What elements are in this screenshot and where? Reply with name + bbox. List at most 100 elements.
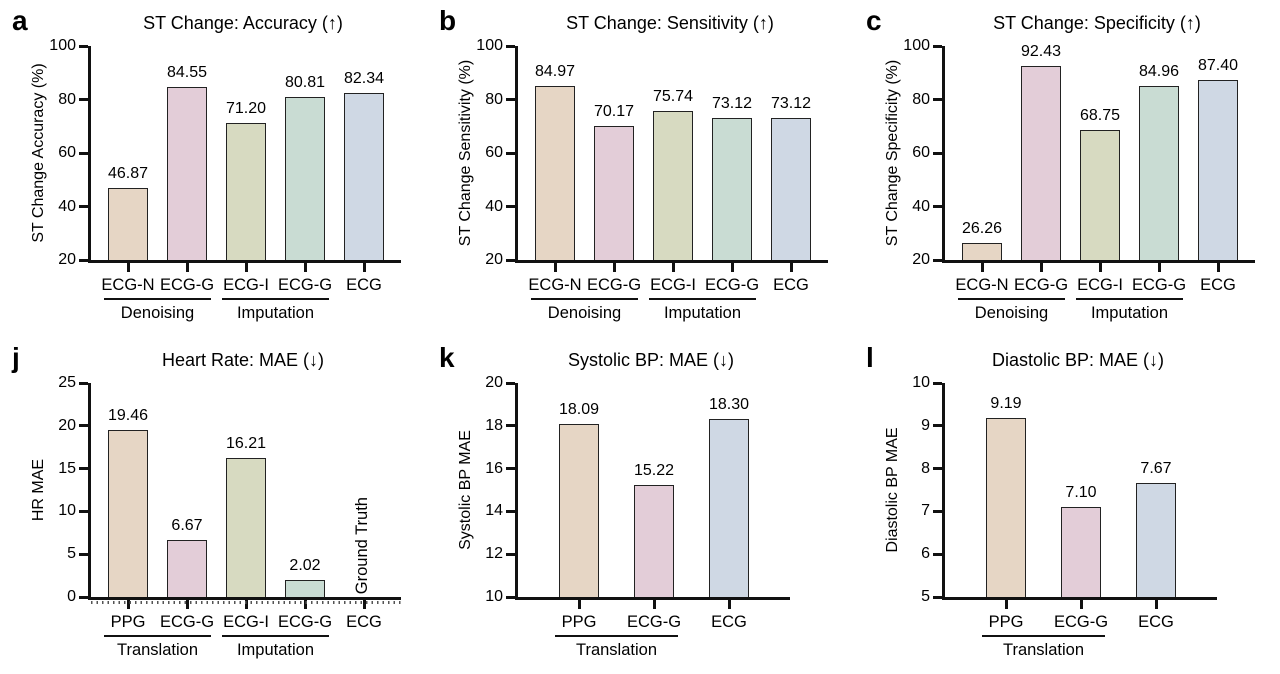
bar-ecg-n xyxy=(535,86,575,260)
y-tick xyxy=(933,595,942,599)
x-category-label: ECG-I xyxy=(223,276,269,294)
x-tick xyxy=(362,260,366,272)
panel-title: Diastolic BP: MAE (↓) xyxy=(991,350,1165,370)
group-underline xyxy=(531,298,638,300)
group-label: Translation xyxy=(575,641,657,659)
x-category-label: ECG-N xyxy=(955,276,1009,294)
group-underline xyxy=(555,635,678,637)
bar-value-label: 9.19 xyxy=(990,394,1022,412)
bar-value-label: 6.67 xyxy=(171,516,203,534)
y-tick xyxy=(79,98,88,101)
y-tick-label: 60 xyxy=(58,144,76,161)
x-category-label: PPG xyxy=(110,613,146,631)
y-tick-label: 60 xyxy=(912,144,930,161)
y-tick-label: 100 xyxy=(49,37,76,54)
group-label: Translation xyxy=(1002,641,1084,659)
group-label: Translation xyxy=(116,641,198,659)
bar-ppg xyxy=(108,430,148,597)
y-tick xyxy=(933,509,942,513)
y-tick-label: 5 xyxy=(921,588,930,605)
x-category-label: ECG-G xyxy=(159,613,215,631)
y-tick xyxy=(506,509,515,513)
x-tick xyxy=(1098,260,1102,272)
group-label: Imputation xyxy=(236,641,315,659)
y-tick xyxy=(79,205,88,208)
bar-ppg xyxy=(559,423,599,597)
y-tick xyxy=(506,205,515,208)
baseline-hatch xyxy=(91,601,401,604)
plot-area: Systolic BP MAE 10 12 14 16 18 20 PPG 18.09 ECG-G… xyxy=(457,374,790,659)
bar-ecg-g xyxy=(1021,66,1061,260)
x-tick xyxy=(1079,597,1083,609)
plot-area: ST Change Accuracy (%) 20 40 60 80 100 ECG-N 46… xyxy=(30,37,401,322)
x-category-label: ECG-N xyxy=(528,276,582,294)
y-tick-label: 0 xyxy=(67,588,76,605)
y-tick-label: 40 xyxy=(58,197,76,215)
y-tick-label: 6 xyxy=(921,545,930,563)
bar-value-label: 26.26 xyxy=(961,220,1003,238)
x-category-label: ECG xyxy=(346,613,382,631)
panel-title: Systolic BP: MAE (↓) xyxy=(567,350,735,370)
x-category-label: ECG xyxy=(1200,276,1236,294)
panel-letter: l xyxy=(866,342,874,373)
bar-ecg-n xyxy=(962,243,1002,260)
bar-ecg-g xyxy=(634,485,674,597)
y-tick-label: 20 xyxy=(912,251,930,268)
panel-letter: a xyxy=(12,5,28,36)
x-tick xyxy=(727,597,731,609)
x-category-label: ECG-I xyxy=(1077,276,1123,294)
group-underline xyxy=(222,298,329,300)
bar-ecg xyxy=(1136,482,1176,597)
group-label: Denoising xyxy=(547,304,622,322)
y-tick xyxy=(506,552,515,556)
x-category-label: ECG-G xyxy=(277,613,333,631)
group-label: Imputation xyxy=(663,304,742,322)
group-underline xyxy=(958,298,1065,300)
x-tick xyxy=(730,260,734,272)
y-tick-label: 40 xyxy=(485,197,503,215)
bar-value-label: 19.46 xyxy=(107,407,149,425)
bar-ecg-g xyxy=(285,97,325,260)
x-tick xyxy=(553,260,557,272)
bar-value-label: 18.09 xyxy=(558,400,600,418)
bar-value-label: 68.75 xyxy=(1079,106,1121,124)
y-tick-label: 80 xyxy=(58,90,76,108)
bar-ecg-g xyxy=(712,117,752,260)
y-axis-label: Diastolic BP MAE xyxy=(884,427,901,553)
group-underline xyxy=(982,635,1105,637)
y-tick-label: 100 xyxy=(476,37,503,54)
bar-value-label: 71.20 xyxy=(225,100,267,118)
x-tick xyxy=(1216,260,1220,272)
y-tick xyxy=(933,98,942,101)
y-tick xyxy=(79,258,88,262)
bar-ecg-g xyxy=(285,579,325,597)
panel-title: Heart Rate: MAE (↓) xyxy=(161,350,325,370)
y-tick xyxy=(79,595,88,599)
bar-value-label: 84.96 xyxy=(1138,63,1180,81)
plot-area: Diastolic BP MAE 5 6 7 8 9 10 PPG 9.19 ECG-G 7.10 E… xyxy=(884,374,1217,659)
bar-value-label: 7.10 xyxy=(1065,484,1097,502)
x-category-label: PPG xyxy=(988,613,1024,631)
x-category-label: ECG xyxy=(1138,613,1174,631)
y-tick-label: 8 xyxy=(921,459,930,477)
x-tick xyxy=(1157,260,1161,272)
bar-ecg xyxy=(771,117,811,260)
bar-value-label: 87.40 xyxy=(1197,56,1239,74)
y-tick xyxy=(933,258,942,262)
x-tick xyxy=(671,260,675,272)
bar-ecg xyxy=(344,93,384,260)
bar-value-label: 82.34 xyxy=(343,70,385,88)
x-tick xyxy=(1039,260,1043,272)
bar-value-label: 7.67 xyxy=(1140,459,1172,477)
y-tick xyxy=(933,44,942,48)
panel-l: l Diastolic BP: MAE (↓) Diastolic BP MAE 5 6… xyxy=(854,337,1280,674)
y-tick xyxy=(506,595,515,599)
panel-j: j Heart Rate: MAE (↓) HR MAE 0 5 10 15 20 25 PPG 1… xyxy=(0,337,427,674)
group-label: Imputation xyxy=(1090,304,1169,322)
y-tick xyxy=(933,552,942,556)
bar-value-label: 80.81 xyxy=(284,74,326,92)
x-category-label: ECG-G xyxy=(1053,613,1109,631)
y-tick-label: 5 xyxy=(67,545,76,563)
panel-title: ST Change: Sensitivity (↑) xyxy=(566,13,774,33)
group-underline xyxy=(104,635,211,637)
